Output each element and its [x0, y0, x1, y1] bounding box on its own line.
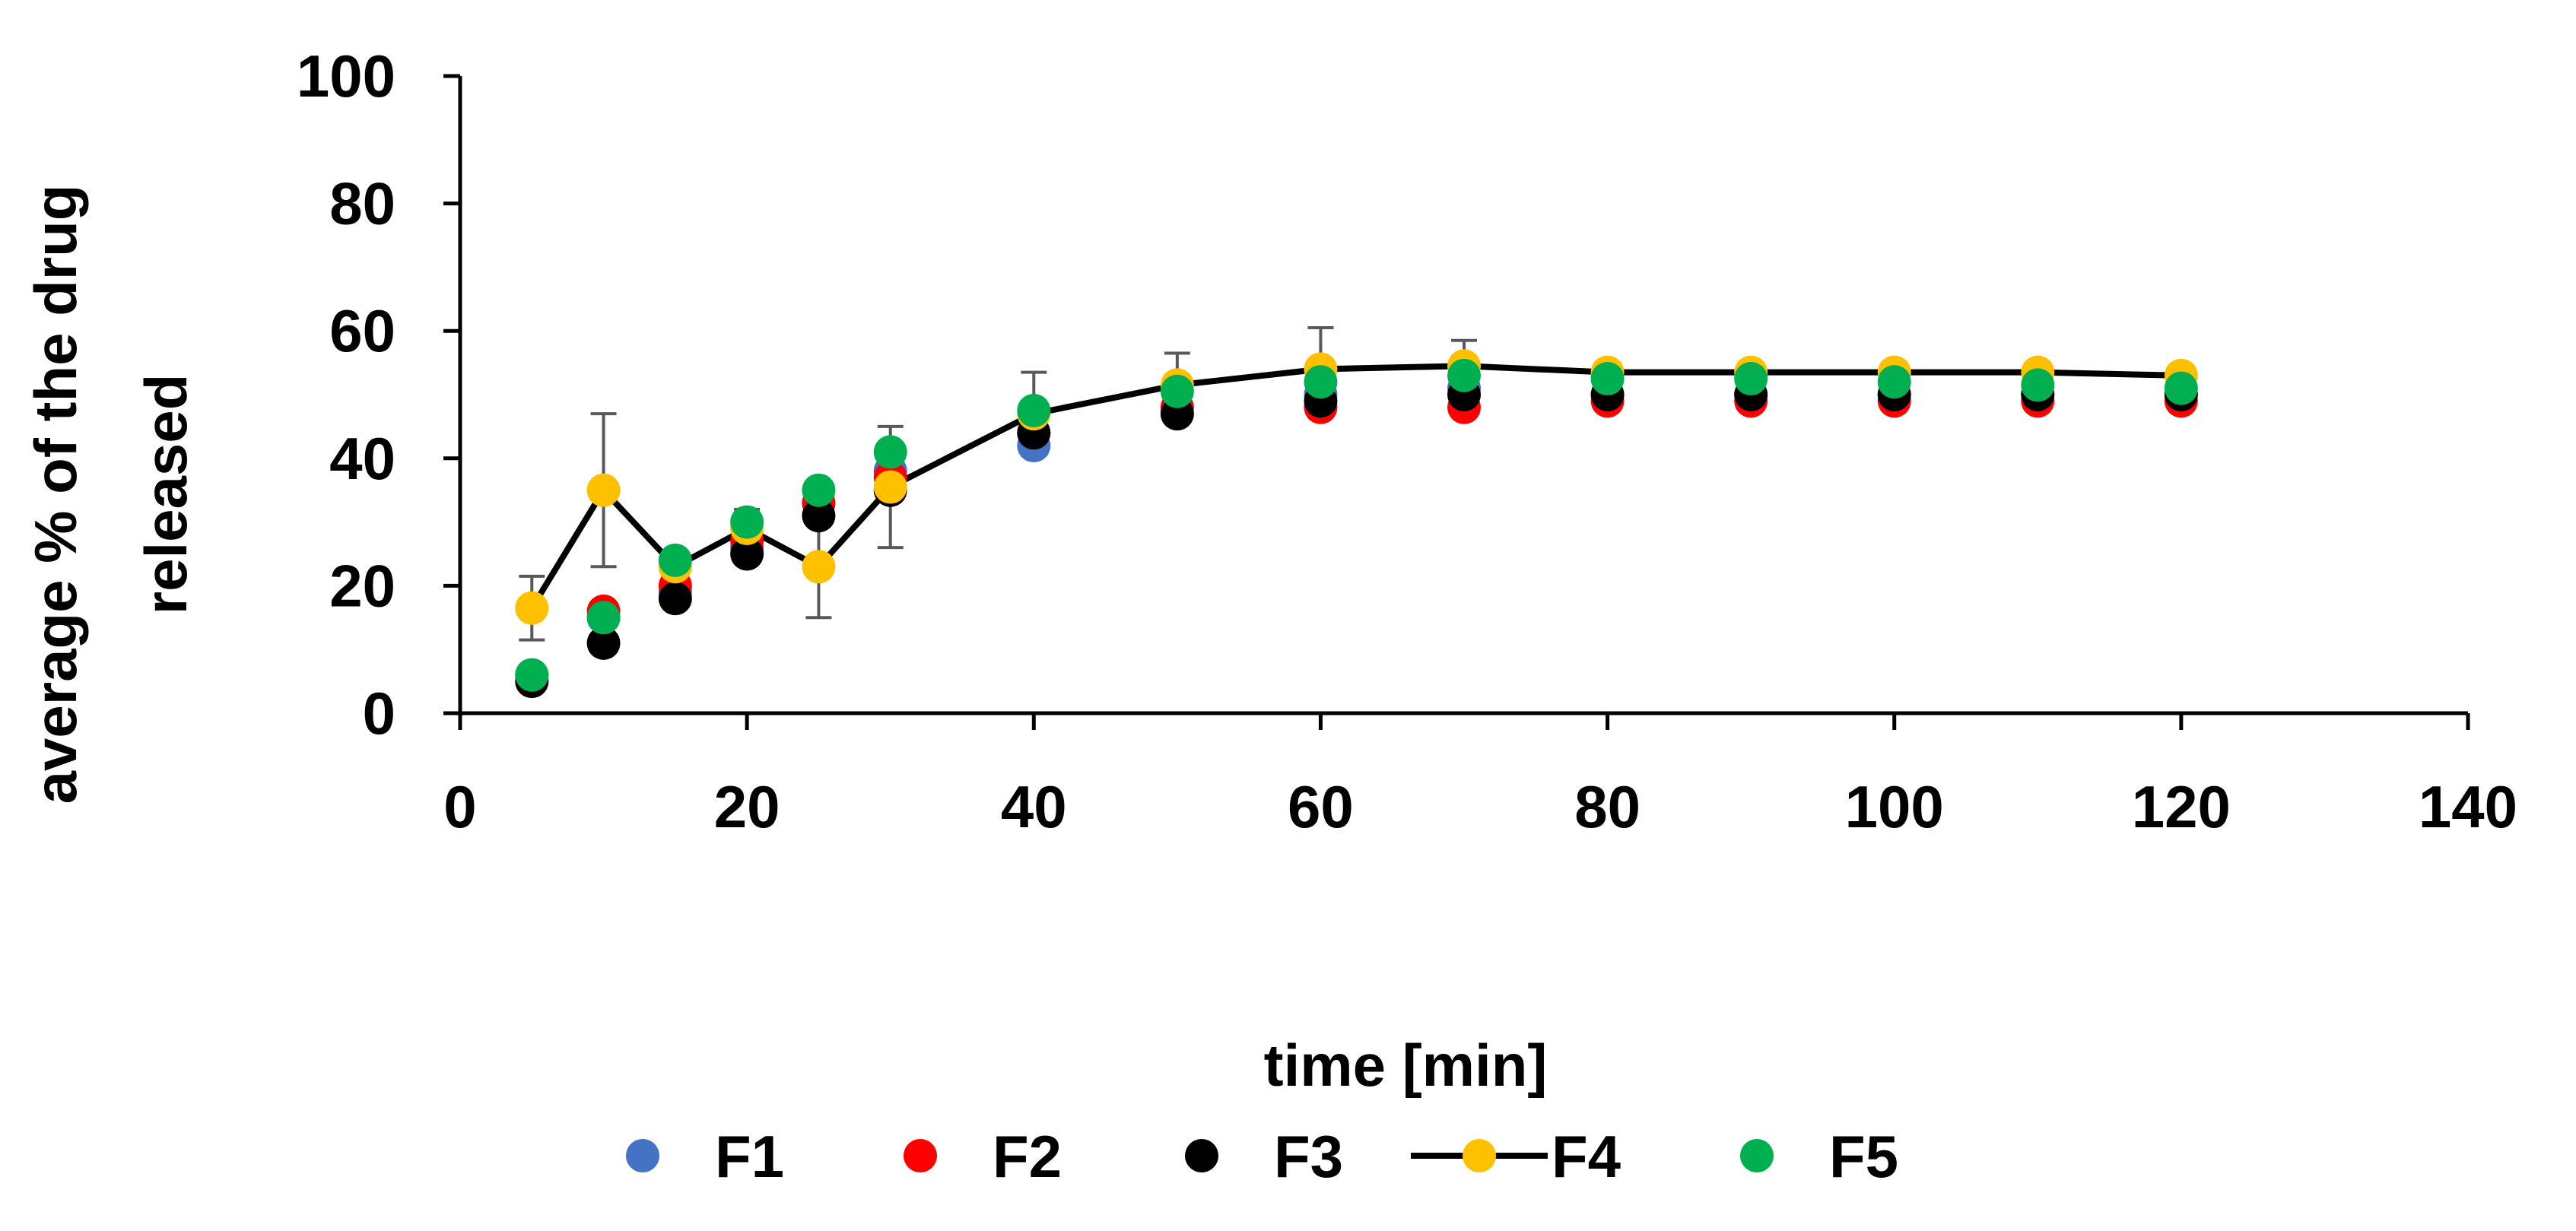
x-tick-label: 120 — [2132, 773, 2231, 840]
data-point-f5 — [730, 505, 764, 539]
legend-label-f1: F1 — [715, 1123, 784, 1190]
x-tick-label: 100 — [1845, 773, 1944, 840]
legend-marker-f5 — [1740, 1139, 1774, 1172]
data-point-f5 — [1447, 358, 1481, 392]
x-tick-label: 40 — [1001, 773, 1067, 840]
y-tick-label: 40 — [329, 425, 395, 492]
y-ticks: 0 20 40 60 80 100 — [297, 43, 460, 747]
y-axis-title-line-1: average % of the drug — [22, 185, 89, 804]
y-tick-label: 60 — [329, 297, 395, 364]
data-point-f5 — [1017, 393, 1051, 427]
legend-marker-f4 — [1463, 1139, 1496, 1172]
data-point-f4 — [515, 591, 549, 625]
legend-marker-f1 — [626, 1139, 659, 1172]
x-tick-label: 20 — [714, 773, 780, 840]
data-point-f5 — [1160, 374, 1194, 408]
markers — [515, 349, 2198, 699]
x-axis-title: time [min] — [1264, 1032, 1548, 1099]
series-lines — [529, 363, 2181, 610]
x-tick-label: 60 — [1288, 773, 1354, 840]
x-tick-label: 140 — [2419, 773, 2517, 840]
x-tick-label: 80 — [1574, 773, 1641, 840]
data-point-f4 — [802, 550, 836, 584]
data-point-f5 — [515, 658, 549, 692]
data-point-f5 — [1877, 365, 1911, 399]
data-point-f5 — [1304, 365, 1338, 399]
data-point-f5 — [2164, 371, 2198, 405]
data-point-f5 — [2021, 368, 2055, 402]
data-point-f5 — [1734, 362, 1768, 396]
data-point-f3 — [730, 537, 764, 571]
data-point-f5 — [802, 473, 836, 507]
legend-label-f2: F2 — [993, 1123, 1062, 1190]
legend: F1 F2 F3 F4 F5 — [626, 1123, 1898, 1190]
data-point-f5 — [586, 601, 621, 635]
legend-label-f4: F4 — [1552, 1123, 1621, 1190]
axes — [458, 76, 2468, 715]
y-tick-label: 20 — [329, 552, 395, 619]
data-point-f4 — [873, 470, 907, 504]
data-point-f4 — [586, 473, 621, 507]
data-point-f3 — [586, 626, 621, 660]
legend-label-f5: F5 — [1829, 1123, 1898, 1190]
x-tick-label: 0 — [443, 773, 476, 840]
legend-marker-f2 — [904, 1139, 937, 1172]
x-ticks: 0 20 40 60 80 100 120 140 — [443, 713, 2517, 840]
y-tick-label: 80 — [329, 170, 395, 237]
data-point-f3 — [658, 582, 692, 616]
y-axis-title-line-2: released — [132, 374, 199, 615]
data-point-f5 — [873, 435, 907, 469]
data-point-f5 — [1590, 362, 1625, 396]
legend-marker-f3 — [1185, 1139, 1218, 1172]
y-tick-label: 0 — [363, 680, 395, 747]
y-tick-label: 100 — [297, 43, 395, 109]
series-line-f4 — [529, 363, 2181, 610]
data-point-f5 — [658, 543, 692, 577]
data-point-f3 — [802, 499, 836, 533]
legend-label-f3: F3 — [1274, 1123, 1343, 1190]
